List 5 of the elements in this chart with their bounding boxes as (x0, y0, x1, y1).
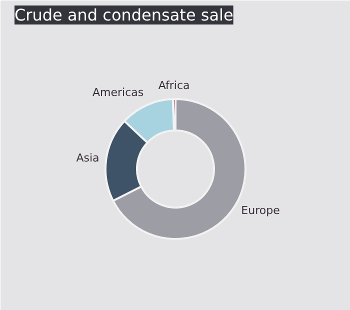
slice-label: Europe (241, 204, 280, 218)
slice-label: Americas (92, 86, 144, 100)
slice-label: Africa (158, 79, 190, 92)
slice-label: Asia (76, 151, 100, 164)
chart-title: Crude and condensate sale (14, 6, 234, 24)
